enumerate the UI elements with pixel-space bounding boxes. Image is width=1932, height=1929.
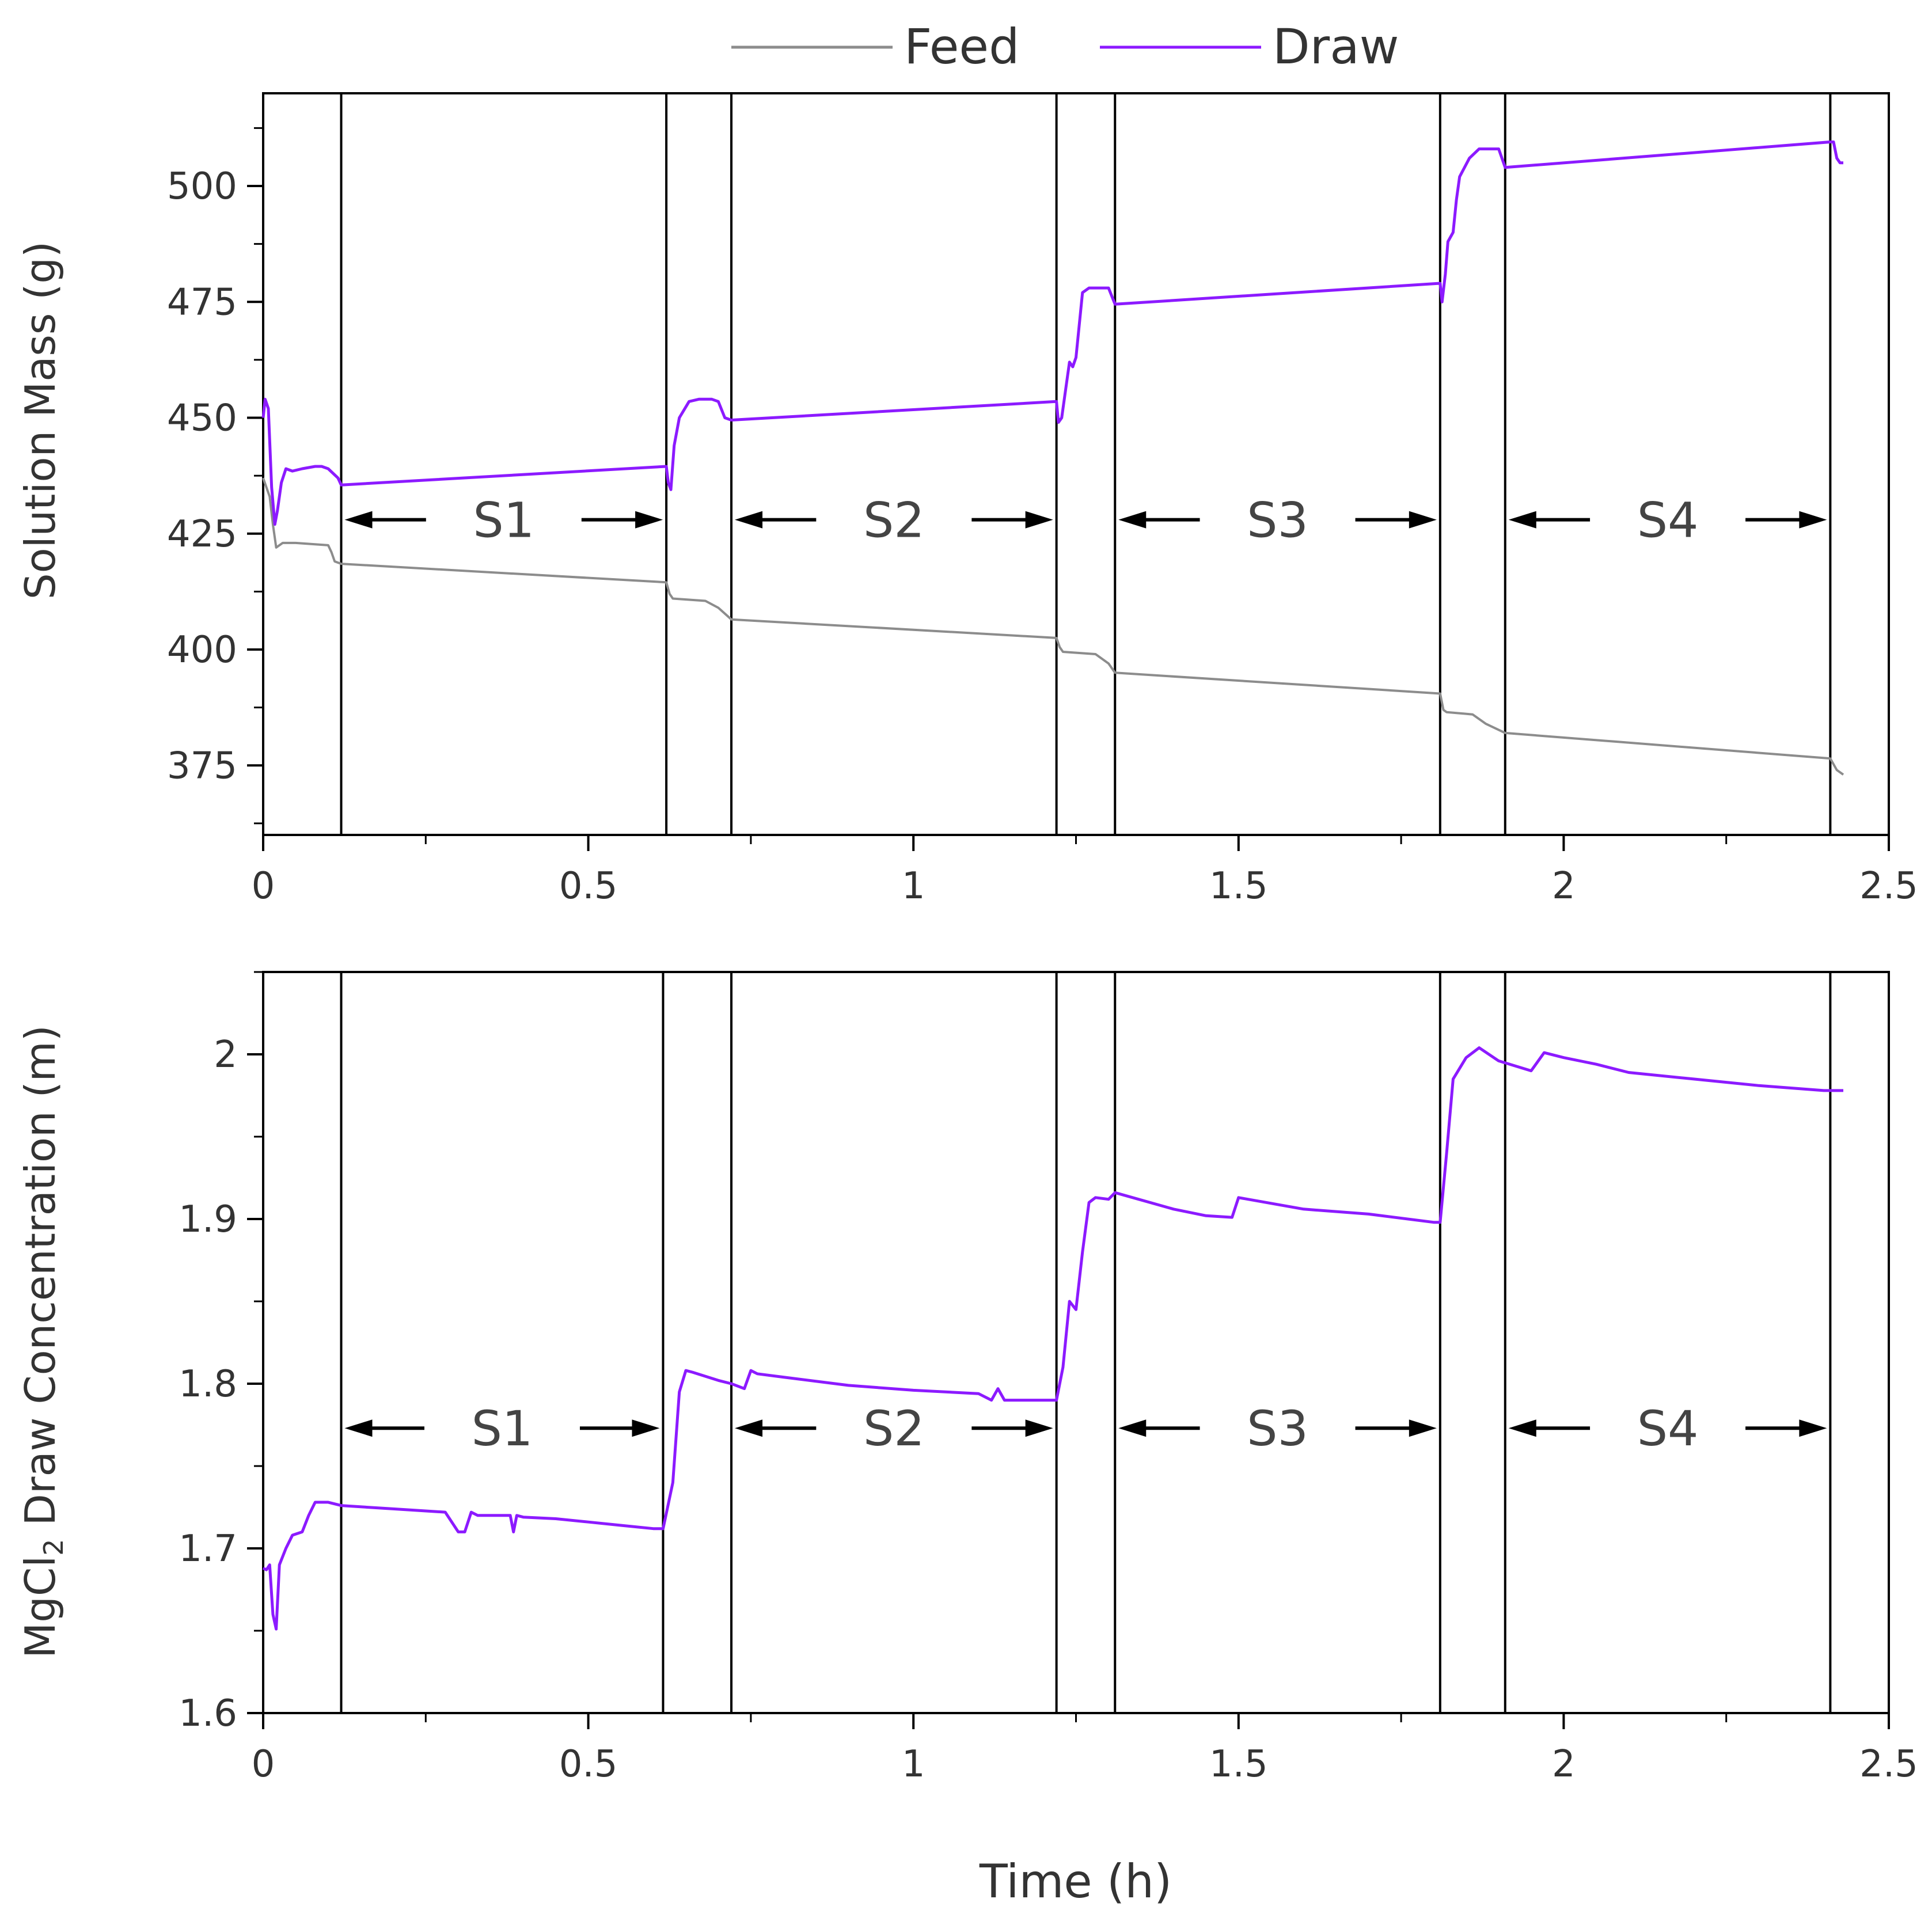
segment-label-s4: S4 <box>1637 492 1699 549</box>
y-tick-label-conc: 1.6 <box>179 1692 237 1735</box>
ylabel-mgcl: MgCl <box>16 1556 64 1658</box>
y-tick-label-mass: 400 <box>167 629 237 671</box>
plot-frame-mass <box>262 92 1890 836</box>
x-tick-label-conc: 1 <box>902 1743 925 1786</box>
x-tick-label-mass: 2 <box>1552 865 1576 907</box>
y-tick-label-conc: 1.9 <box>179 1198 237 1241</box>
x-tick-label-mass: 2.5 <box>1859 865 1918 907</box>
y-tick-label-mass: 500 <box>167 165 237 208</box>
chart-panel-draw-concentration: 0 0.5 1 1.5 2 2.5 1.6 1.7 1.8 1.9 2 S1 S2 S3 S4 <box>179 971 1918 1786</box>
x-tick-label-mass: 1 <box>902 865 925 907</box>
y-tick-label-conc: 1.7 <box>179 1528 237 1570</box>
legend: Feed Draw <box>731 18 1399 75</box>
segment-arrowhead-right-s3 <box>1409 511 1437 529</box>
segment-arrowhead-left-s3 <box>1118 511 1147 529</box>
x-tick-label-mass: 1.5 <box>1209 865 1268 907</box>
segment-label-s3: S3 <box>1247 492 1308 549</box>
series-line-draw-mass <box>261 141 1843 526</box>
x-axis-title: Time (h) <box>979 1855 1172 1908</box>
segment-arrowhead-right-s4 <box>1799 511 1827 529</box>
segment-label-s3: S3 <box>1247 1400 1308 1457</box>
y-tick-label-mass: 450 <box>167 397 237 440</box>
legend-label-feed: Feed <box>904 18 1019 75</box>
y-axis-title-draw-concentration: MgCl2 Draw Concentration (m) <box>16 1025 69 1658</box>
segment-arrowhead-right-s2 <box>1025 1419 1053 1437</box>
y-tick-label-conc: 1.8 <box>179 1363 237 1406</box>
legend-label-draw: Draw <box>1273 18 1399 75</box>
ylabel-rest: Draw Concentration (m) <box>16 1025 64 1539</box>
y-tick-label-mass: 475 <box>167 281 237 324</box>
series-line-feed-mass <box>262 477 1844 776</box>
plot-frame-conc <box>262 971 1890 1714</box>
x-tick-label-mass: 0 <box>252 865 275 907</box>
segment-arrowhead-left-s1 <box>344 511 373 529</box>
x-tick-label-conc: 0.5 <box>559 1743 618 1786</box>
segment-arrowhead-right-s2 <box>1025 511 1053 529</box>
y-axis-title-solution-mass: Solution Mass (g) <box>16 241 64 599</box>
chart-panel-solution-mass: 0 0.5 1 1.5 2 2.5 375 400 425 450 475 500 S1 S2 S3 S4 <box>167 92 1918 907</box>
segment-arrowhead-left-s1 <box>344 1419 373 1437</box>
segment-arrowhead-right-s3 <box>1409 1419 1437 1437</box>
segment-label-s4: S4 <box>1637 1400 1699 1457</box>
segment-arrowhead-right-s1 <box>632 1419 660 1437</box>
segment-arrowhead-right-s1 <box>635 511 663 529</box>
y-tick-label-mass: 425 <box>167 513 237 556</box>
x-tick-label-conc: 2.5 <box>1859 1743 1918 1786</box>
segment-arrowhead-left-s2 <box>735 1419 763 1437</box>
x-tick-label-conc: 0 <box>252 1743 275 1786</box>
segment-arrowhead-left-s4 <box>1508 1419 1536 1437</box>
x-tick-label-conc: 2 <box>1552 1743 1576 1786</box>
x-tick-label-mass: 0.5 <box>559 865 618 907</box>
y-tick-label-conc: 2 <box>214 1034 237 1076</box>
segment-label-s2: S2 <box>863 1400 925 1457</box>
series-line-draw-conc <box>262 1046 1843 1631</box>
segment-arrowhead-left-s2 <box>735 511 763 529</box>
segment-arrowhead-left-s3 <box>1118 1419 1147 1437</box>
segment-label-s1: S1 <box>472 1400 533 1457</box>
ylabel-subscript-2: 2 <box>38 1539 69 1555</box>
x-tick-label-conc: 1.5 <box>1209 1743 1268 1786</box>
segment-label-s2: S2 <box>863 492 925 549</box>
y-tick-label-mass: 375 <box>167 745 237 787</box>
segment-arrowhead-right-s4 <box>1799 1419 1827 1437</box>
segment-label-s1: S1 <box>473 492 534 549</box>
segment-arrowhead-left-s4 <box>1508 511 1536 529</box>
